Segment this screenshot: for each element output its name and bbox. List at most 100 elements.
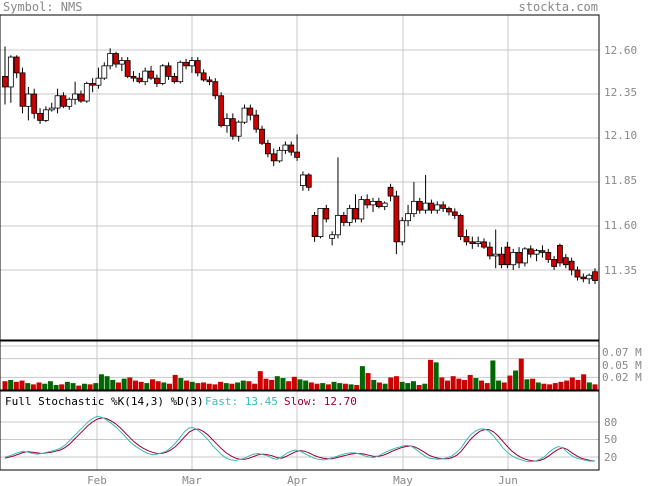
volume-bar <box>467 374 473 390</box>
candle-body <box>346 207 353 223</box>
price-tick-1135: 11.35 <box>604 264 637 277</box>
volume-bar <box>348 384 354 390</box>
volume-bar <box>439 377 445 390</box>
candle-body <box>229 118 236 137</box>
candle-body <box>37 112 43 121</box>
volume-bar <box>189 381 195 390</box>
candle-body <box>282 144 289 151</box>
volume-bar <box>303 380 309 390</box>
volume-bar <box>127 377 133 390</box>
candle-body <box>19 72 26 107</box>
volume-bar <box>240 380 246 390</box>
volume-bar <box>416 384 422 390</box>
volume-bar <box>155 381 161 390</box>
month-label-may: May <box>393 474 413 486</box>
candle-body <box>294 151 300 158</box>
volume-bar <box>518 358 524 390</box>
candle-body <box>329 234 336 239</box>
stochastic-fast-line <box>4 415 595 463</box>
candle-body <box>323 207 330 220</box>
x-axis: Feb Mar Apr May Jun <box>87 474 518 486</box>
stochastic-panel: Full Stochastic %K(14,3) %D(3) Fast: 13.… <box>0 390 617 471</box>
stochastic-slow-label: Slow: 12.70 <box>284 395 357 408</box>
stochastic-grid <box>0 391 599 470</box>
price-tick-1235: 12.35 <box>604 86 637 99</box>
volume-bar <box>359 366 365 390</box>
candle-body <box>183 61 189 67</box>
volume-bar <box>269 379 275 390</box>
candle-body <box>475 241 482 244</box>
volume-bar <box>586 382 592 390</box>
volume-bar <box>473 378 479 390</box>
candle-body <box>194 60 201 74</box>
volume-bar <box>575 379 581 390</box>
candle-body <box>48 107 55 111</box>
volume-bar <box>30 384 36 390</box>
candle-body <box>580 276 587 280</box>
candle-body <box>358 199 365 220</box>
volume-bar <box>433 362 439 390</box>
volume-bar <box>388 377 394 390</box>
candle-body <box>2 76 8 88</box>
volume-bar <box>524 379 530 390</box>
month-label-mar: Mar <box>182 474 202 486</box>
candle-body <box>42 109 49 121</box>
candle-body <box>270 153 277 162</box>
volume-bar <box>342 383 348 390</box>
volume-bar <box>462 379 468 390</box>
volume-bar <box>25 383 31 390</box>
volume-bar <box>206 383 212 390</box>
candle-body <box>212 81 219 97</box>
volume-tick-007: 0.07 M <box>602 346 642 359</box>
volume-bar <box>501 382 507 390</box>
volume-bar <box>393 376 399 390</box>
candle-body <box>387 186 394 197</box>
candle-body <box>136 77 143 83</box>
candle-body <box>335 215 341 236</box>
volume-bar <box>535 382 541 390</box>
volume-bar <box>252 383 258 390</box>
volume-panel: 0.07 M 0.05 M 0.02 M <box>0 340 642 391</box>
volume-bar <box>212 384 218 390</box>
candle-body <box>375 200 382 208</box>
volume-bar <box>308 382 314 390</box>
volume-bar <box>371 379 377 390</box>
volume-bar <box>592 384 598 390</box>
volume-bar <box>558 381 564 390</box>
candle-body <box>118 60 125 65</box>
volume-bar <box>274 376 280 390</box>
volume-bar <box>581 374 587 390</box>
candle-body <box>60 95 67 107</box>
candle-body <box>440 204 447 209</box>
volume-bar <box>246 381 252 390</box>
price-panel: 12.60 12.35 12.10 11.85 11.60 11.35 <box>0 14 637 341</box>
candle-body <box>463 236 470 243</box>
stochastic-tick-50: 50 <box>604 433 617 446</box>
candle-body <box>259 128 265 144</box>
volume-bar <box>87 384 93 390</box>
candle-body <box>516 251 522 264</box>
volume-bar <box>229 383 235 390</box>
candle-body <box>486 246 493 257</box>
volume-bar <box>450 376 456 390</box>
volume-bar <box>325 384 331 390</box>
volume-bar <box>64 381 70 390</box>
candle-body <box>31 93 38 114</box>
volume-bar <box>496 380 502 390</box>
volume-bar <box>93 383 99 390</box>
volume-bar <box>427 359 433 390</box>
candle-body <box>586 274 593 280</box>
volume-bar <box>484 383 490 390</box>
brand-label[interactable]: stockta.com <box>519 0 598 14</box>
candle-body <box>533 250 540 255</box>
volume-bar <box>81 383 87 390</box>
candle-body <box>562 257 569 266</box>
candle-body <box>405 213 411 222</box>
price-tick-1185: 11.85 <box>604 174 637 187</box>
candle-body <box>241 107 248 123</box>
volume-bar <box>422 383 428 390</box>
candle-body <box>451 211 458 216</box>
volume-bar <box>161 382 167 390</box>
candle-body <box>539 250 546 253</box>
volume-bar <box>490 360 496 390</box>
